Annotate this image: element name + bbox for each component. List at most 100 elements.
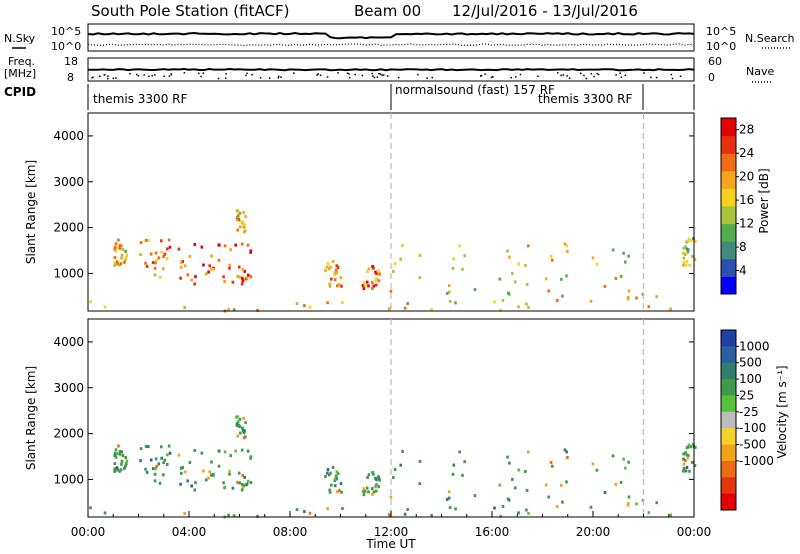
power-echo-cell — [295, 302, 299, 306]
velocity-echo-cell — [635, 502, 638, 506]
nave-dot — [245, 74, 247, 77]
nave-dot — [259, 77, 262, 79]
power-colorbar-tick: 12 — [739, 217, 754, 231]
velocity-echo-cell — [686, 456, 690, 460]
velocity-echo-cell — [329, 471, 332, 475]
time-tick-label: 00:00 — [71, 525, 106, 539]
velocity-echo-cell — [506, 455, 509, 459]
velocity-echo-cell — [234, 449, 237, 453]
velocity-echo-cell — [682, 466, 686, 470]
nave-dot — [154, 74, 156, 76]
velocity-echo-cell — [560, 483, 563, 487]
power-echo-cell — [326, 262, 330, 266]
power-ytick-label: 2000 — [53, 221, 84, 235]
power-echo-cell — [563, 242, 567, 246]
power-echo-cell — [167, 238, 171, 242]
power-echo-cell — [308, 305, 312, 309]
nave-dot — [557, 72, 559, 74]
nave-dot — [91, 77, 93, 79]
velocity-ytick-label: 4000 — [53, 335, 84, 349]
power-ytick-label: 3000 — [53, 175, 84, 189]
velocity-echo-cell — [463, 460, 466, 464]
power-echo-cell — [336, 266, 340, 270]
velocity-echo-cell — [227, 513, 230, 517]
nave-dot — [143, 74, 145, 76]
power-echo-cell — [363, 283, 367, 287]
velocity-echo-cell — [591, 462, 595, 466]
power-echo-cell — [166, 247, 169, 251]
power-echo-cell — [627, 254, 630, 258]
velocity-echo-cell — [160, 445, 163, 449]
power-echo-cell — [371, 265, 374, 268]
power-echo-cell — [655, 295, 658, 299]
velocity-echo-cell — [527, 450, 530, 454]
power-echo-cell — [328, 284, 332, 288]
velocity-echo-cell — [228, 472, 231, 476]
power-echo-cell — [498, 277, 502, 281]
power-echo-cell — [361, 284, 365, 287]
velocity-echo-cell — [551, 464, 554, 468]
velocity-echo-cell — [202, 469, 205, 473]
velocity-echo-cell — [117, 444, 120, 448]
velocity-echo-cell — [237, 471, 241, 475]
velocity-echo-cell — [333, 484, 337, 488]
velocity-echo-cell — [193, 488, 196, 492]
velocity-echo-cell — [231, 486, 235, 490]
power-echo-cell — [242, 230, 246, 234]
power-echo-cell — [165, 257, 169, 260]
power-echo-cell — [375, 272, 378, 276]
velocity-echo-cell — [115, 466, 119, 470]
nave-dot — [317, 73, 319, 75]
power-echo-cell — [333, 278, 337, 282]
nave-dot — [168, 75, 171, 77]
power-echo-cell — [144, 261, 147, 265]
velocity-echo-cell — [547, 495, 550, 499]
velocity-colorbar-swatch — [721, 444, 736, 462]
velocity-echo-cell — [403, 512, 407, 516]
velocity-echo-cell — [123, 466, 126, 470]
velocity-echo-cell — [179, 482, 182, 486]
nave-dot — [655, 76, 658, 79]
power-echo-cell — [549, 254, 553, 258]
velocity-echo-cell — [295, 508, 299, 512]
velocity-echo-cell — [684, 469, 688, 473]
velocity-echo-cell — [525, 508, 528, 512]
freq-tick-top: 18 — [64, 55, 78, 68]
velocity-echo-cell — [335, 470, 339, 474]
velocity-echo-cell — [103, 511, 107, 515]
power-echo-cell — [561, 294, 564, 298]
velocity-echo-cell — [378, 478, 381, 482]
velocity-colorbar-swatch — [721, 477, 736, 495]
power-echo-cell — [689, 239, 692, 243]
velocity-echo-cell — [669, 513, 672, 517]
velocity-echo-cell — [308, 511, 312, 515]
nave-label: Nave — [746, 65, 774, 78]
power-echo-cell — [120, 256, 123, 260]
power-echo-cell — [249, 275, 253, 279]
power-echo-cell — [611, 248, 615, 252]
velocity-echo-cell — [363, 489, 367, 493]
power-echo-cell — [240, 282, 244, 286]
power-echo-cell — [403, 306, 407, 310]
power-echo-cell — [193, 282, 196, 286]
power-echo-cell — [335, 264, 339, 268]
velocity-echo-cell — [340, 490, 343, 494]
velocity-echo-cell — [153, 472, 157, 476]
date-title: 12/Jul/2016 - 13/Jul/2016 — [452, 2, 638, 20]
velocity-echo-cell — [331, 466, 335, 469]
power-echo-cell — [372, 266, 375, 270]
velocity-echo-cell — [237, 423, 240, 427]
power-echo-cell — [684, 263, 688, 267]
power-echo-cell — [635, 296, 638, 300]
power-colorbar-tick: 8 — [739, 240, 747, 254]
power-echo-cell — [591, 256, 595, 260]
power-echo-cell — [149, 252, 153, 256]
power-echo-cell — [124, 258, 127, 262]
power-echo-cell — [222, 275, 225, 279]
velocity-echo-cell — [401, 450, 404, 453]
power-echo-cell — [555, 299, 559, 302]
velocity-echo-cell — [116, 452, 119, 456]
power-echo-cell — [367, 284, 370, 288]
velocity-echo-cell — [341, 507, 344, 510]
nave-dot — [200, 75, 202, 78]
